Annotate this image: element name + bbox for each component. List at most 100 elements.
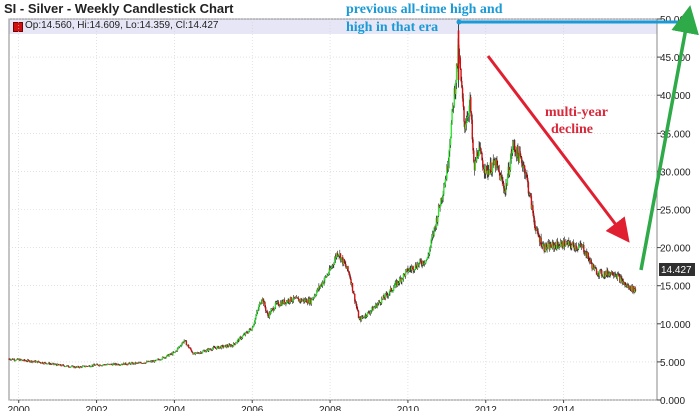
candle-body [203, 350, 206, 352]
candle-body [596, 274, 598, 276]
candle-body [341, 257, 343, 258]
candle-body [555, 246, 557, 250]
candle-body [309, 298, 311, 304]
candle-body [369, 312, 371, 314]
candle-body [183, 340, 185, 343]
candle-body [609, 272, 611, 276]
candle-body [238, 339, 240, 342]
candle-body [48, 362, 51, 365]
candle-body [529, 193, 531, 195]
candle-body [408, 268, 411, 271]
candle-body [533, 217, 536, 225]
candle-body [199, 352, 201, 354]
candle-body [269, 312, 271, 314]
candle-body [169, 353, 171, 355]
candle-body [178, 345, 181, 348]
candle-body [265, 310, 268, 312]
candle-body [115, 363, 117, 365]
candle-body [74, 366, 76, 368]
candle-body [160, 359, 163, 360]
candle-body [449, 145, 451, 152]
candle-body [495, 159, 497, 169]
candle-body [177, 347, 179, 349]
candle-body [179, 345, 182, 347]
candle-body [143, 362, 145, 364]
candle-body [443, 188, 445, 195]
candle-body [339, 253, 342, 261]
candle-body [501, 177, 503, 182]
candle-body [586, 252, 589, 258]
candle-body [111, 364, 113, 366]
candle-body [305, 299, 307, 302]
candle-body [550, 243, 552, 248]
candle-body [252, 326, 254, 328]
candle-body [303, 299, 305, 302]
candle-body [279, 305, 281, 307]
candle-body [197, 352, 200, 354]
candle-body [583, 252, 586, 254]
candle-body [272, 308, 274, 311]
candle-body [604, 272, 606, 277]
candle-body [570, 245, 572, 249]
candle-body [619, 276, 622, 282]
grid-lines [9, 18, 657, 401]
candle-body [587, 252, 589, 258]
candle-body [371, 307, 373, 311]
candle-body [191, 351, 194, 353]
candle-body [589, 259, 592, 261]
y-tick-label: 5.000 [660, 358, 685, 369]
candle-body [601, 270, 603, 276]
candle-body [461, 87, 464, 99]
candle-body [20, 359, 22, 360]
candle-body [421, 264, 423, 266]
candle-body [520, 157, 523, 164]
candle-body [574, 245, 577, 250]
candle-body [25, 360, 27, 362]
candle-body [539, 237, 542, 243]
candle-body [484, 172, 486, 174]
candle-body [610, 271, 613, 275]
candle-body [458, 56, 461, 58]
candle-body [52, 363, 54, 365]
candle-body [114, 363, 116, 365]
candle-body [417, 263, 420, 266]
candle-body [275, 302, 277, 304]
candle-body [291, 300, 294, 302]
candle-body [455, 82, 457, 95]
y-tick-label: 25.000 [660, 206, 691, 217]
candle-body [454, 88, 456, 95]
candle-body [388, 293, 390, 295]
candle-body [171, 353, 173, 355]
candle-body [321, 282, 324, 286]
candle-body [386, 293, 388, 296]
candle-body [441, 196, 444, 201]
candle-body [296, 297, 298, 299]
candle-body [373, 307, 375, 309]
candle-body [473, 161, 476, 171]
candle-body [446, 166, 448, 180]
candle-body [221, 345, 224, 347]
candle-body [325, 276, 328, 278]
candle-body [198, 353, 200, 355]
candle-body [265, 307, 267, 311]
candle-body [631, 285, 634, 292]
candle-body [160, 359, 162, 361]
candle-body [346, 266, 348, 269]
candle-body [57, 363, 60, 365]
candle-body [84, 366, 87, 368]
candle-body [304, 299, 307, 302]
candle-body [544, 251, 546, 252]
candle-body [628, 285, 631, 288]
candle-body [487, 170, 489, 175]
x-tick-label: 2000 [8, 405, 31, 411]
candle-body [488, 169, 491, 175]
candle-body [448, 151, 450, 163]
annotation-ath-line1: previous all-time high and [346, 2, 503, 17]
candle-body [95, 364, 97, 366]
candle-body [492, 159, 494, 165]
candle-body [522, 166, 524, 168]
candle-body [214, 347, 216, 348]
x-tick-label: 2014 [552, 405, 575, 411]
candle-body [292, 296, 295, 301]
candle-body [106, 364, 108, 366]
